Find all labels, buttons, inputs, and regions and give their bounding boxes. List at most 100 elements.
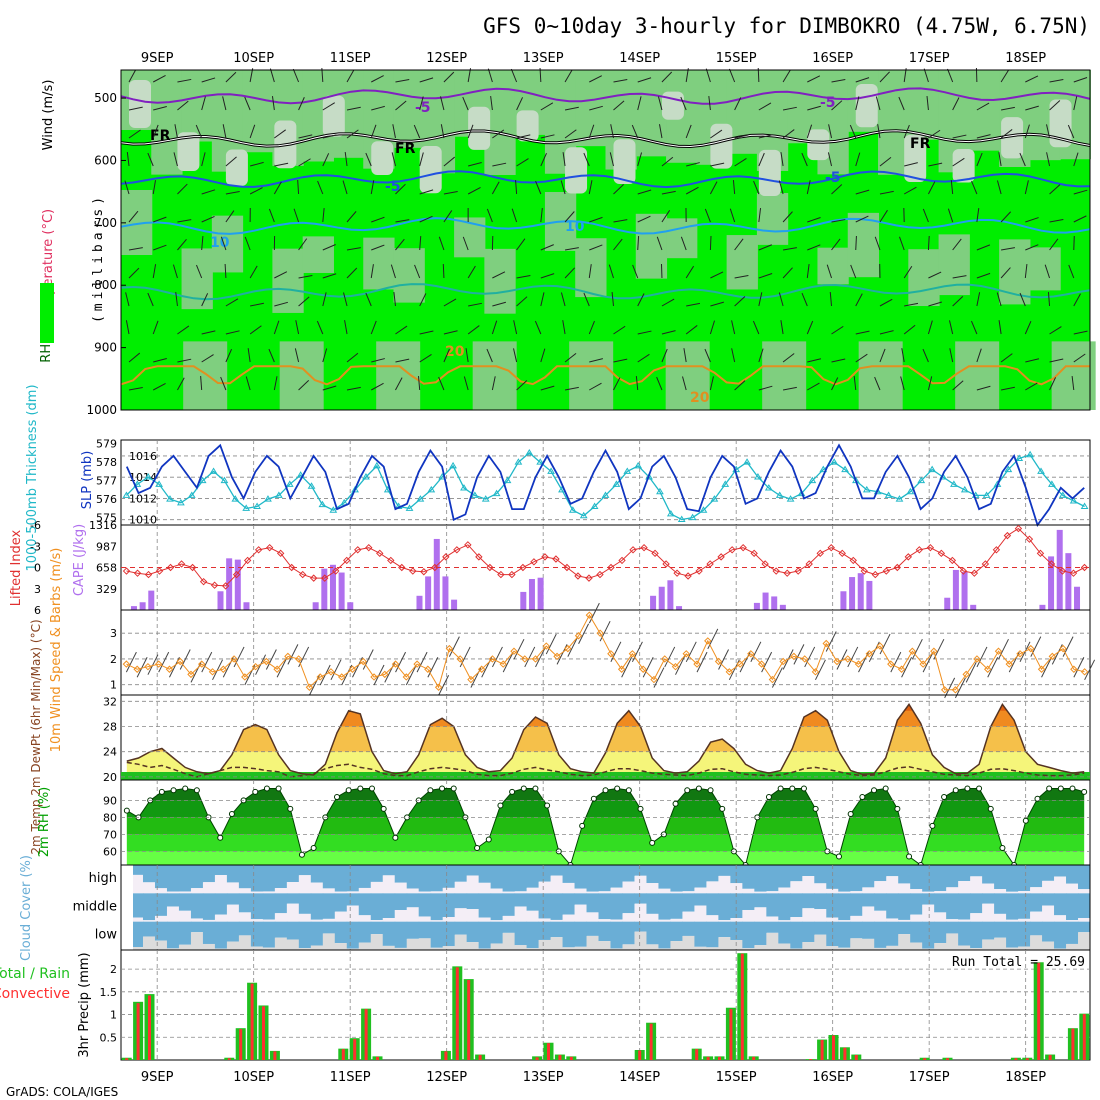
cloud-clear-cell: [166, 891, 180, 894]
wind-barb: [708, 96, 711, 111]
wind-barb: [831, 184, 843, 195]
thickness-tick-label: 575: [96, 512, 117, 525]
rh-mid-patch: [484, 248, 516, 314]
wind-barb: [1073, 152, 1079, 167]
wind-tick-label: 2: [110, 653, 117, 666]
wind-marker: [897, 665, 906, 673]
wind-barb: [637, 152, 643, 167]
cape-bar: [952, 569, 959, 610]
wind-barb: [273, 320, 280, 335]
wind-barb: [173, 152, 178, 167]
cloud-clear-cell: [382, 918, 396, 922]
cloud-clear-cell: [274, 937, 288, 950]
cloud-clear-cell: [730, 918, 743, 922]
wind-barb: [152, 124, 159, 139]
cloud-clear-cell: [190, 888, 204, 894]
cloud-cell: [346, 893, 360, 906]
precip-convective-bar: [649, 1023, 653, 1060]
cloud-clear-cell: [1042, 905, 1055, 922]
rh-marker: [1081, 788, 1088, 795]
cloud-clear-cell: [310, 919, 324, 922]
rh-marker: [182, 785, 189, 792]
cloud-cell: [322, 893, 336, 919]
rh-mid-patch: [302, 236, 334, 273]
precip-convective-bar: [1025, 1058, 1029, 1060]
wind-barb: [922, 208, 929, 223]
wind-barb: [589, 382, 602, 391]
cloud-clear-cell: [838, 947, 851, 950]
cloud-clear-cell: [706, 915, 719, 922]
wind-barb: [443, 298, 457, 307]
wind-barb: [467, 325, 480, 335]
cloud-cell: [934, 893, 947, 913]
cloud-cell: [1018, 865, 1031, 892]
cloud-cell: [382, 865, 396, 876]
rh-mid-patch: [756, 193, 789, 245]
thickness-marker: [862, 485, 871, 493]
wind-barb: [1049, 238, 1059, 251]
cloud-clear-cell: [262, 919, 276, 922]
cape-bar: [130, 606, 137, 610]
li-marker: [585, 574, 593, 582]
cloud-cell: [322, 921, 336, 934]
wind-barb: [1046, 124, 1051, 139]
cloud-cell: [298, 865, 312, 876]
wind-barb: [322, 102, 335, 111]
cloud-clear-cell: [478, 917, 492, 922]
thickness-marker: [656, 487, 664, 495]
slp-tick-label: 1010: [129, 514, 157, 527]
cloud-clear-cell: [166, 948, 180, 950]
cloud-cell: [910, 893, 923, 915]
cloud-clear-cell: [286, 882, 300, 894]
wind-barb: [459, 646, 471, 668]
wind-barb: [438, 376, 445, 391]
wind-barb: [371, 358, 385, 363]
cloud-cell: [1030, 893, 1043, 912]
cloud-clear-cell: [862, 887, 875, 894]
cloud-cell: [190, 921, 204, 933]
cloud-cell: [562, 893, 576, 915]
cloud-cell: [922, 921, 935, 949]
thickness-marker: [743, 458, 751, 465]
li-marker: [1069, 569, 1078, 577]
li-marker: [519, 563, 527, 572]
rh-light-patch: [807, 129, 830, 161]
wind-barb: [855, 330, 870, 335]
wind-barb: [734, 97, 742, 111]
cloud-clear-cell: [502, 891, 516, 894]
cloud-clear-cell: [754, 907, 767, 922]
wind-barb: [659, 124, 663, 139]
rh-mid-patch: [847, 212, 880, 278]
cloud-clear-cell: [742, 888, 755, 894]
rh-marker: [952, 787, 959, 794]
wind-barb: [511, 208, 518, 223]
wind-barb: [297, 179, 300, 195]
cloud-cell: [190, 865, 204, 889]
wind-barb: [365, 152, 372, 167]
rh-light-patch: [468, 106, 491, 150]
precip-convective-bar: [1082, 1014, 1086, 1060]
wind-marker: [833, 657, 841, 666]
cloud-clear-cell: [658, 948, 671, 950]
temp-ground-band: [121, 772, 1090, 780]
rh-fill-band: [126, 834, 1085, 852]
cloud-cell: [131, 893, 144, 918]
cloud-cell: [730, 893, 743, 919]
cloud-cell: [406, 921, 420, 939]
rh-marker: [439, 785, 446, 792]
wind-marker: [800, 655, 809, 663]
cloud-clear-cell: [418, 916, 432, 922]
cloud-cell: [994, 865, 1007, 890]
wind-barb: [637, 353, 650, 363]
cloud-clear-cell: [982, 939, 995, 950]
cloud-cell: [730, 921, 743, 940]
cloud-cell: [1054, 893, 1067, 916]
rh-mid-patch: [858, 341, 903, 410]
wind-barb: [467, 187, 481, 195]
wind-barb: [247, 348, 251, 363]
thickness-marker: [590, 502, 599, 510]
slp-tick-label: 1016: [129, 450, 157, 463]
cloud-cell: [610, 865, 623, 888]
wind-barb: [807, 382, 820, 391]
